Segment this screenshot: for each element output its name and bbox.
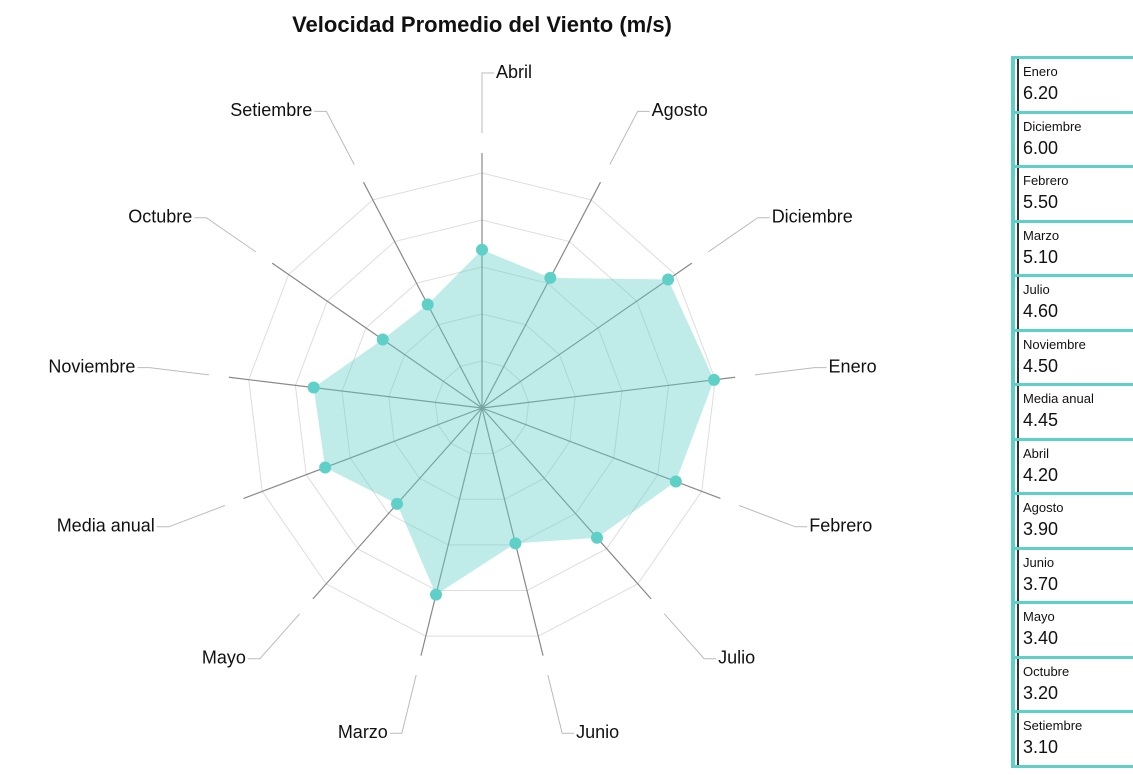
panel-label: Mayo: [1023, 609, 1055, 624]
panel-value: 3.70: [1023, 573, 1059, 594]
label-leader: [156, 505, 226, 528]
radar-point: [376, 333, 389, 346]
axis-label: Febrero: [809, 516, 872, 536]
panel-item: Junio 3.70: [1011, 549, 1133, 604]
panel-label: Abril: [1023, 445, 1050, 461]
grid-ring: [294, 219, 670, 592]
axis-label: Julio: [718, 648, 755, 668]
label-leader: [314, 110, 355, 165]
axis-label: Abril: [496, 62, 532, 82]
label-leader: [708, 217, 770, 253]
panel-value: 4.20: [1023, 464, 1059, 485]
panel-item: Abril 4.20: [1011, 440, 1133, 495]
panel-label: Marzo: [1023, 227, 1060, 243]
panel-item: Noviembre 4.50: [1011, 331, 1133, 386]
panel-label: Enero: [1023, 64, 1058, 79]
grid-ring: [388, 313, 576, 500]
axis-label: Octubre: [128, 206, 192, 226]
panel-value: 5.50: [1023, 192, 1059, 212]
grid-ring: [248, 172, 716, 637]
panel-label: Agosto: [1023, 500, 1064, 515]
radar-point: [707, 373, 720, 386]
axis-line: [228, 376, 483, 409]
panel-item: Media anual 4.45: [1011, 386, 1133, 441]
label-leader: [547, 674, 575, 734]
radar-point: [421, 298, 434, 311]
panel-value: 3.10: [1023, 737, 1059, 757]
panel-item: Octubre 3.20: [1011, 658, 1133, 713]
panel-value: 4.60: [1023, 301, 1059, 321]
label-leader: [663, 613, 717, 660]
panel-value: 5.10: [1023, 246, 1059, 267]
axis-label: Diciembre: [772, 206, 853, 226]
radar-point: [476, 243, 488, 256]
radar-point: [509, 537, 522, 550]
panel-value: 3.20: [1023, 682, 1059, 703]
axis-label: Junio: [576, 722, 619, 742]
axis-line: [271, 262, 483, 409]
panel-value: 3.40: [1023, 628, 1059, 648]
radar-point: [319, 461, 332, 474]
label-leader: [137, 367, 210, 376]
axis-label: Agosto: [652, 100, 708, 120]
value-panel: Enero 6.20 Diciembre 6.00 Febrero 5.50 Marzo 5.…: [1011, 56, 1133, 768]
panel-value: 4.50: [1023, 355, 1059, 376]
panel-label: Noviembre: [1023, 336, 1086, 352]
axis-label: Noviembre: [48, 356, 135, 376]
label-leader: [738, 505, 808, 528]
panel-label: Setiembre: [1023, 718, 1083, 733]
radar-point: [662, 273, 675, 286]
panel-item: Enero 6.20: [1011, 59, 1133, 114]
chart: Velocidad Promedio del Viento (m/s) Abri…: [48, 12, 877, 742]
panel-value: 3.90: [1023, 519, 1059, 539]
panel-item: Diciembre 6.00: [1011, 113, 1133, 168]
axis-label: Media anual: [57, 516, 155, 536]
panel-item: Julio 4.60: [1011, 277, 1133, 332]
panel-label: Junio: [1023, 554, 1055, 570]
label-leader: [754, 367, 827, 376]
label-leader: [247, 613, 301, 660]
label-leader: [389, 674, 417, 734]
panel-item: Setiembre 3.10: [1011, 713, 1133, 768]
radar-point: [544, 271, 557, 284]
panel-label: Diciembre: [1023, 118, 1082, 134]
axis-line: [481, 181, 602, 409]
axis-line: [481, 407, 652, 600]
axis-line: [420, 407, 483, 656]
panel-item: Mayo 3.40: [1011, 604, 1133, 659]
panel-value: 4.45: [1023, 410, 1059, 430]
axis-line: [481, 376, 736, 409]
panel-label: Octubre: [1023, 663, 1070, 679]
panel-value: 6.00: [1023, 137, 1059, 158]
axis-label: Enero: [829, 356, 877, 376]
axis-label: Mayo: [202, 648, 246, 668]
panel-label: Febrero: [1023, 173, 1069, 188]
label-leader: [481, 72, 494, 133]
panel-item: Agosto 3.90: [1011, 495, 1133, 550]
radar-point: [590, 531, 603, 544]
axis-line: [481, 407, 544, 656]
axis-label: Marzo: [338, 722, 388, 742]
grid-ring: [341, 266, 623, 546]
radar-area: [313, 249, 714, 595]
panel-item: Febrero 5.50: [1011, 168, 1133, 223]
radar-point: [429, 588, 442, 601]
axis-line: [481, 262, 693, 409]
radar-point: [669, 475, 682, 488]
chart-title: Velocidad Promedio del Viento (m/s): [292, 12, 672, 37]
radar-point: [307, 381, 320, 394]
label-leader: [194, 217, 256, 253]
panel-item: Marzo 5.10: [1011, 222, 1133, 277]
label-leader: [609, 110, 650, 165]
axis-line: [362, 181, 483, 409]
grid-ring: [434, 360, 530, 455]
axis-label: Setiembre: [230, 100, 312, 120]
panel-label: Media anual: [1023, 391, 1094, 406]
panel-value: 6.20: [1023, 83, 1059, 103]
panel-label: Julio: [1023, 282, 1050, 297]
axis-line: [243, 407, 483, 499]
radar-point: [391, 497, 404, 510]
